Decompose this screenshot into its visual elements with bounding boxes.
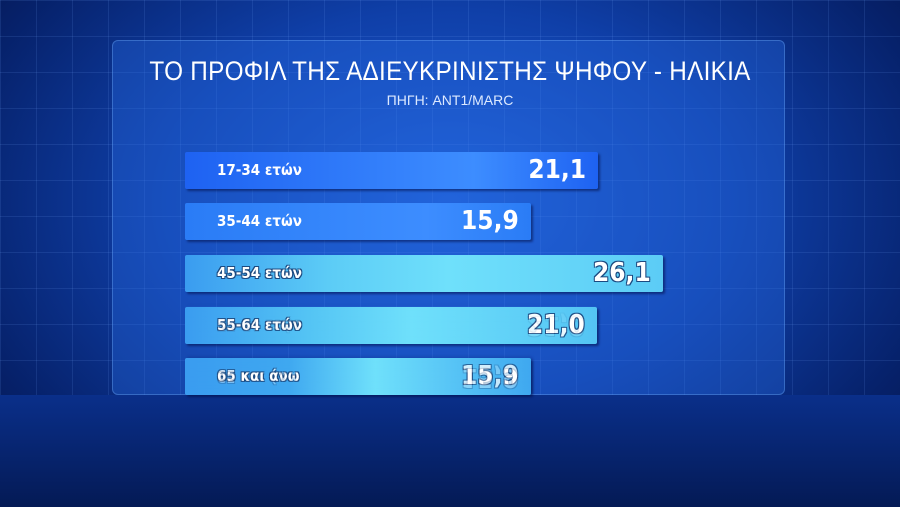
bar-value-label: 15,9 [461, 361, 519, 391]
bar-value-label: 21,0 [527, 310, 585, 340]
floor [0, 395, 900, 507]
chart-source: ΠΗΓΗ: ANT1/MARC [386, 92, 514, 108]
bar: 35-44 ετών 15,9 [185, 203, 531, 240]
bar-category-label: 17-34 ετών [217, 161, 302, 179]
bar: 55-64 ετών 21,0 [185, 307, 597, 344]
bar-value-label: 21,1 [528, 155, 587, 185]
bar-value-label: 15,9 [461, 206, 519, 236]
bar-category-label: 45-54 ετών [217, 264, 302, 282]
bar: 45-54 ετών 26,1 [185, 255, 663, 292]
bar-category-label: 55-64 ετών [217, 316, 302, 334]
bar: 17-34 ετών 21,1 [185, 152, 599, 189]
bar-category-label: 35-44 ετών [217, 212, 302, 230]
bar-value-label: 26,1 [593, 258, 651, 288]
bar: 65 και άνω 15,9 [185, 358, 531, 395]
chart-title: ΤΟ ΠΡΟΦΙΛ ΤΗΣ ΑΔΙΕΥΚΡΙΝΙΣΤΗΣ ΨΗΦΟΥ - ΗΛΙ… [149, 56, 751, 86]
bar-category-label: 65 και άνω [217, 367, 300, 385]
